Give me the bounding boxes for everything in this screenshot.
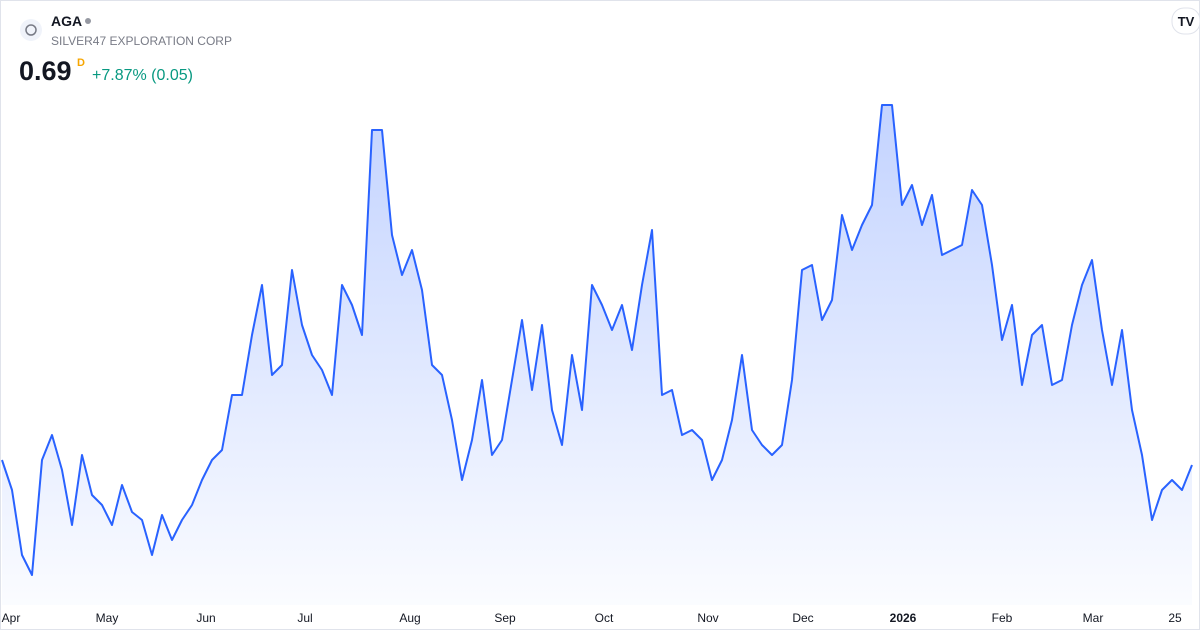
interval: D <box>77 57 85 69</box>
status-dot <box>85 18 91 24</box>
company-name: SILVER47 EXPLORATION CORP <box>51 34 232 48</box>
x-tick-label: Apr <box>2 611 21 625</box>
x-tick-label: Nov <box>697 611 718 625</box>
area-fill <box>2 105 1192 605</box>
logo-globe <box>25 24 37 36</box>
symbol: AGA <box>51 13 82 29</box>
plot: Apr May Jun Jul Aug Sep Oct Nov Dec 2026 Feb Mar 25 <box>1 104 1193 625</box>
price-line <box>1 104 1193 576</box>
x-tick-label: Mar <box>1083 611 1104 625</box>
x-tick-label: Jul <box>297 611 312 625</box>
x-tick-label: Oct <box>595 611 614 625</box>
tv-logo[interactable]: TV <box>1178 14 1195 29</box>
x-tick-label: Jun <box>196 611 215 625</box>
x-tick-label: Dec <box>792 611 813 625</box>
x-tick-label: 2026 <box>890 611 917 625</box>
price-change: +7.87% (0.05) <box>92 67 193 84</box>
tv-logo-bg[interactable] <box>1171 7 1200 35</box>
x-tick-label: Aug <box>399 611 420 625</box>
logo <box>20 19 42 41</box>
price: 0.69 <box>19 56 72 86</box>
x-tick-label: Sep <box>494 611 516 625</box>
x-tick-label: May <box>96 611 119 625</box>
x-tick-label: 25 <box>1168 611 1182 625</box>
x-tick-label: Feb <box>992 611 1013 625</box>
